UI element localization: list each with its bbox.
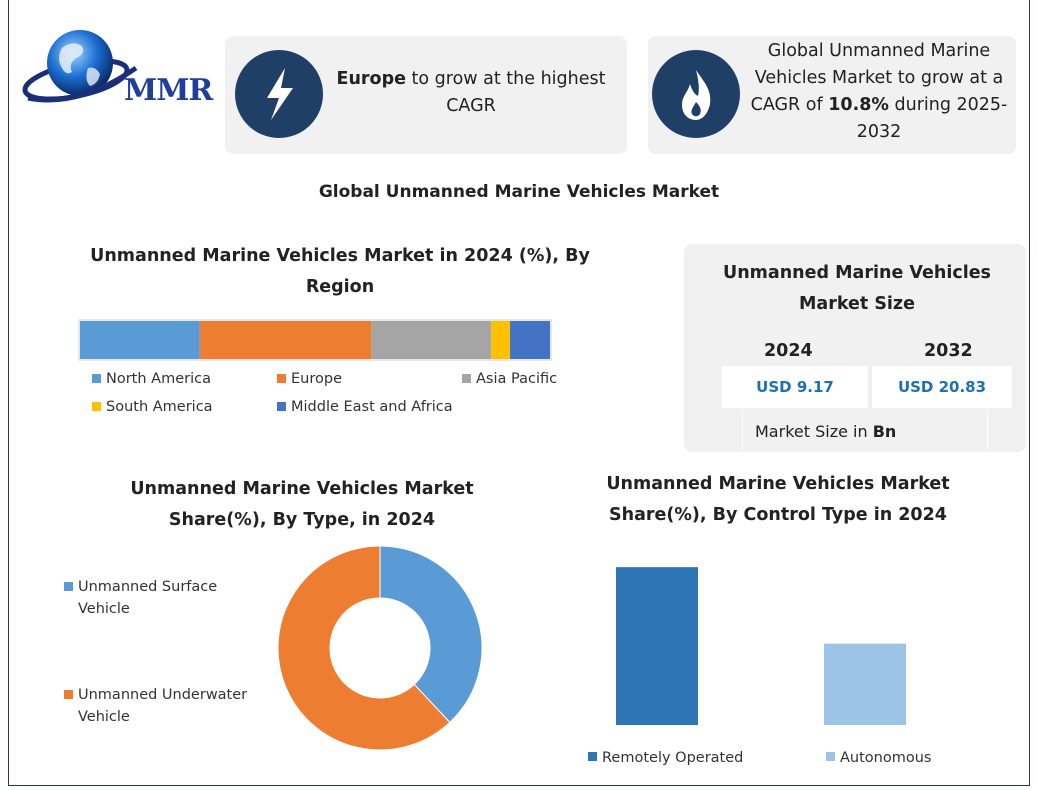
region-bar-segment-europe — [199, 321, 372, 359]
highlight-text-europe: Europe to grow at the highest CAGR — [336, 69, 606, 116]
region-chart-title: Unmanned Marine Vehicles Market in 2024 … — [90, 246, 590, 297]
region-bar-segment-middle-east-and-africa — [510, 321, 550, 359]
highlight-text-cagr: Global Unmanned Marine Vehicles Market t… — [750, 41, 1008, 142]
region-bar-segment-asia-pacific — [371, 321, 492, 359]
market-size-title: Unmanned Marine Vehicles Market Size — [723, 263, 991, 314]
control-bar-remotely-operated — [616, 567, 698, 725]
legend-label-unmanned-underwater-vehicle: Unmanned Underwater Vehicle — [78, 687, 247, 725]
region-bar-segment-south-america — [491, 321, 511, 359]
legend-label-middle-east-and-africa: Middle East and Africa — [291, 399, 453, 415]
legend-swatch-unmanned-surface-vehicle — [64, 582, 73, 591]
donut-slice-unmanned-underwater-vehicle — [277, 545, 451, 751]
highlight-card-cagr: Global Unmanned Marine Vehicles Market t… — [648, 36, 1016, 154]
market-size-year-2032: 2032 — [924, 341, 973, 361]
legend-swatch-south-america — [92, 402, 101, 411]
highlight-icon-circle — [652, 50, 740, 138]
market-size-unit: Market Size in Bn — [742, 410, 988, 450]
market-size-year-2024: 2024 — [764, 341, 813, 361]
legend-swatch-middle-east-and-africa — [277, 402, 286, 411]
region-bar-segment-north-america — [80, 321, 200, 359]
market-size-value-2024: USD 9.17 — [722, 366, 868, 408]
control-bar-autonomous — [824, 643, 906, 725]
legend-swatch-europe — [277, 374, 286, 383]
mmr-logo: MMR — [18, 18, 218, 118]
legend-label-autonomous: Autonomous — [840, 750, 931, 766]
legend-label-unmanned-surface-vehicle: Unmanned Surface Vehicle — [78, 579, 217, 617]
logo-text: MMR — [124, 73, 213, 108]
market-size-value-2032: USD 20.83 — [872, 366, 1012, 408]
legend-swatch-unmanned-underwater-vehicle — [64, 690, 73, 699]
highlight-icon-circle — [235, 50, 323, 138]
lightning-icon — [267, 68, 293, 120]
legend-swatch-autonomous — [826, 752, 835, 761]
legend-swatch-asia-pacific — [462, 374, 471, 383]
globe-icon — [22, 30, 138, 103]
donut-slice-unmanned-surface-vehicle — [379, 545, 483, 724]
infographic-frame — [8, 0, 1030, 786]
main-title: Global Unmanned Marine Vehicles Market — [318, 182, 720, 202]
control-chart-title: Unmanned Marine Vehicles Market Share(%)… — [606, 474, 950, 525]
legend-label-europe: Europe — [291, 371, 342, 387]
type-chart-title: Unmanned Marine Vehicles Market Share(%)… — [130, 479, 474, 530]
legend-swatch-remotely-operated — [588, 752, 597, 761]
legend-swatch-north-america — [92, 374, 101, 383]
legend-label-remotely-operated: Remotely Operated — [602, 750, 743, 766]
flame-icon — [682, 70, 711, 120]
legend-label-asia-pacific: Asia Pacific — [476, 371, 557, 387]
highlight-card-europe: Europe to grow at the highest CAGR — [225, 36, 627, 154]
legend-label-south-america: South America — [106, 399, 213, 415]
legend-label-north-america: North America — [106, 371, 211, 387]
